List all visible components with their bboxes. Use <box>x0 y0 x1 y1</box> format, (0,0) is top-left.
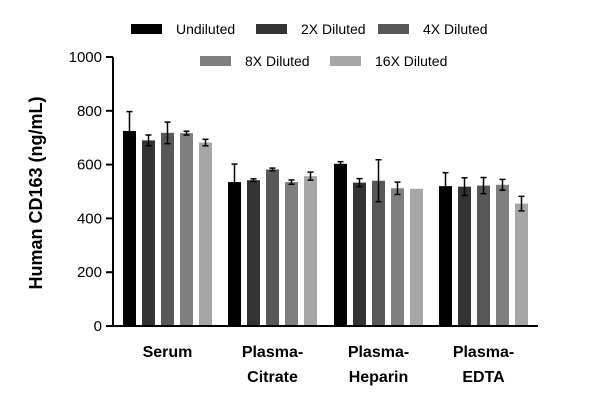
error-bar <box>480 176 487 195</box>
y-tick-label: 1000 <box>69 49 102 66</box>
y-tick-label: 400 <box>77 210 102 227</box>
y-tick-label: 600 <box>77 157 102 174</box>
legend-swatch <box>378 24 409 34</box>
error-bar <box>394 181 401 196</box>
error-bar <box>461 177 468 197</box>
x-tick-label: EDTA <box>462 369 505 386</box>
bar-16x-diluted <box>199 142 212 326</box>
bar-undiluted <box>123 130 136 326</box>
legend-label: 2X Diluted <box>301 21 366 37</box>
bar-8x-diluted <box>496 184 509 326</box>
error-bar <box>518 195 525 212</box>
legend-label: 16X Diluted <box>375 53 447 69</box>
error-bar <box>356 177 363 188</box>
legend-item: 16X Diluted <box>330 53 447 69</box>
error-bar <box>164 121 171 145</box>
bar-2x-diluted <box>142 140 155 326</box>
legend-item: 4X Diluted <box>378 21 488 37</box>
legend-item: Undiluted <box>131 21 235 37</box>
error-bar <box>288 179 295 185</box>
error-bar <box>442 171 449 201</box>
x-tick-label: Serum <box>143 344 193 361</box>
legend-swatch <box>131 24 162 34</box>
bar-2x-diluted <box>247 180 260 326</box>
bar-8x-diluted <box>285 182 298 326</box>
error-bar <box>375 159 382 203</box>
error-bar <box>250 178 257 183</box>
error-bar <box>269 167 276 172</box>
x-tick-label: Plasma- <box>453 344 514 361</box>
legend-item: 2X Diluted <box>256 21 366 37</box>
legend-swatch <box>256 24 287 34</box>
bar-2x-diluted <box>458 186 471 326</box>
legend-label: 8X Diluted <box>245 53 310 69</box>
error-bar <box>499 178 506 191</box>
bar-16x-diluted <box>304 176 317 326</box>
bar-4x-diluted <box>477 185 490 326</box>
legend-label: 4X Diluted <box>423 21 488 37</box>
legend-item: 8X Diluted <box>200 53 310 69</box>
bar-undiluted <box>439 186 452 326</box>
bars <box>123 110 528 326</box>
x-tick-label: Plasma- <box>242 344 303 361</box>
bar-undiluted <box>228 182 241 326</box>
bar-16x-diluted <box>410 188 423 326</box>
bar-4x-diluted <box>161 132 174 326</box>
x-tick-label: Plasma- <box>348 344 409 361</box>
x-axis: Serum Plasma- Citrate Plasma- Heparin Plasma-… <box>112 325 538 386</box>
bar-8x-diluted <box>180 133 193 326</box>
error-bar <box>126 110 133 152</box>
error-bar <box>307 171 314 181</box>
bar-4x-diluted <box>372 180 385 326</box>
x-tick-label: Heparin <box>349 369 409 386</box>
legend-swatch <box>200 56 231 66</box>
bar-2x-diluted <box>353 182 366 326</box>
y-tick-label: 800 <box>77 103 102 120</box>
y-tick-label: 0 <box>94 318 102 335</box>
y-axis: 0 200 400 600 800 1000 <box>69 49 114 335</box>
legend-swatch <box>330 56 361 66</box>
y-tick-label: 200 <box>77 264 102 281</box>
bar-4x-diluted <box>266 169 279 326</box>
x-tick-label: Citrate <box>247 369 298 386</box>
y-axis-label: Human CD163 (ng/mL) <box>26 96 46 289</box>
legend: Undiluted 2X Diluted 4X Diluted 8X Diluted 1… <box>131 21 488 69</box>
legend-label: Undiluted <box>176 21 235 37</box>
bar-8x-diluted <box>391 188 404 326</box>
bar-16x-diluted <box>515 203 528 326</box>
error-bar <box>337 160 344 167</box>
error-bar <box>231 163 238 201</box>
error-bar <box>145 134 152 147</box>
error-bar <box>183 130 190 136</box>
bar-undiluted <box>334 163 347 326</box>
error-bar <box>202 138 209 147</box>
